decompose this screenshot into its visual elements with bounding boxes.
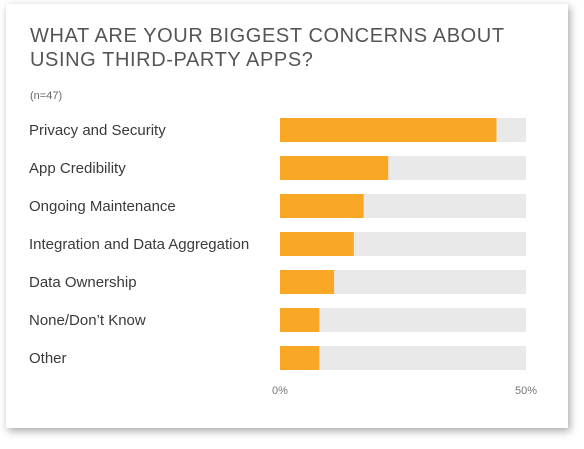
chart-title: WHAT ARE YOUR BIGGEST CONCERNS ABOUT USI… [30, 25, 505, 71]
bar [280, 194, 364, 218]
category-label: App Credibility [29, 160, 126, 177]
bar [280, 270, 335, 294]
category-label: Ongoing Maintenance [29, 198, 176, 215]
bar [280, 308, 320, 332]
x-tick-label: 0% [272, 385, 288, 397]
sample-size: (n=47) [30, 90, 63, 102]
category-label: Integration and Data Aggregation [29, 236, 249, 253]
category-label: Data Ownership [29, 274, 137, 291]
bar-track [280, 346, 526, 370]
bar [280, 118, 497, 142]
bar [280, 156, 389, 180]
bar [280, 346, 320, 370]
bar [280, 232, 354, 256]
bar-chart: Privacy and Security App Credibility Ongoi… [29, 118, 537, 397]
category-label: Other [29, 350, 67, 367]
category-label: None/Don’t Know [29, 312, 146, 329]
bar-track [280, 308, 526, 332]
x-tick-label: 50% [515, 385, 537, 397]
category-label: Privacy and Security [29, 122, 166, 139]
chart-card: WHAT ARE YOUR BIGGEST CONCERNS ABOUT USI… [6, 4, 568, 428]
